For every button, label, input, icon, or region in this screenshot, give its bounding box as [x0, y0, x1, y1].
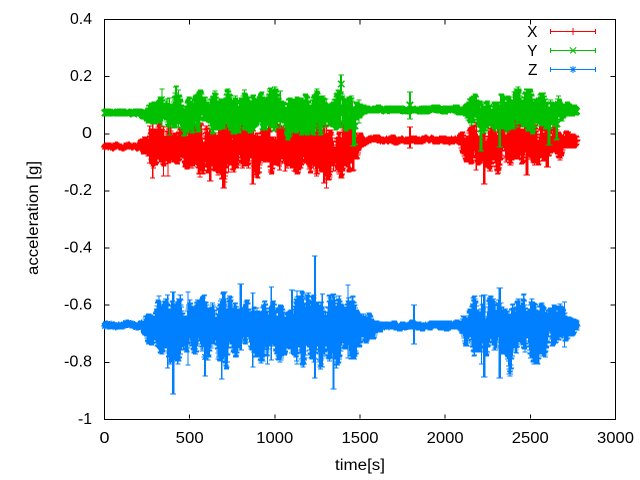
svg-text:acceleration [g]: acceleration [g] [25, 161, 42, 275]
svg-text:-0.6: -0.6 [64, 297, 92, 314]
svg-text:0: 0 [82, 125, 92, 142]
svg-text:0: 0 [100, 430, 110, 447]
svg-text:0.2: 0.2 [70, 68, 92, 85]
svg-text:0.4: 0.4 [70, 11, 92, 28]
svg-text:3000: 3000 [597, 430, 634, 447]
svg-text:Z: Z [528, 62, 537, 79]
svg-text:-0.2: -0.2 [64, 182, 92, 199]
svg-text:-0.4: -0.4 [64, 239, 92, 256]
svg-text:-0.8: -0.8 [64, 354, 92, 371]
svg-text:500: 500 [176, 430, 204, 447]
svg-text:2000: 2000 [427, 430, 464, 447]
svg-text:1000: 1000 [256, 430, 293, 447]
svg-text:Y: Y [527, 43, 537, 60]
svg-text:1500: 1500 [342, 430, 379, 447]
svg-text:2500: 2500 [512, 430, 549, 447]
svg-text:X: X [527, 24, 538, 41]
svg-text:time[s]: time[s] [335, 457, 385, 474]
svg-text:-1: -1 [78, 411, 92, 428]
